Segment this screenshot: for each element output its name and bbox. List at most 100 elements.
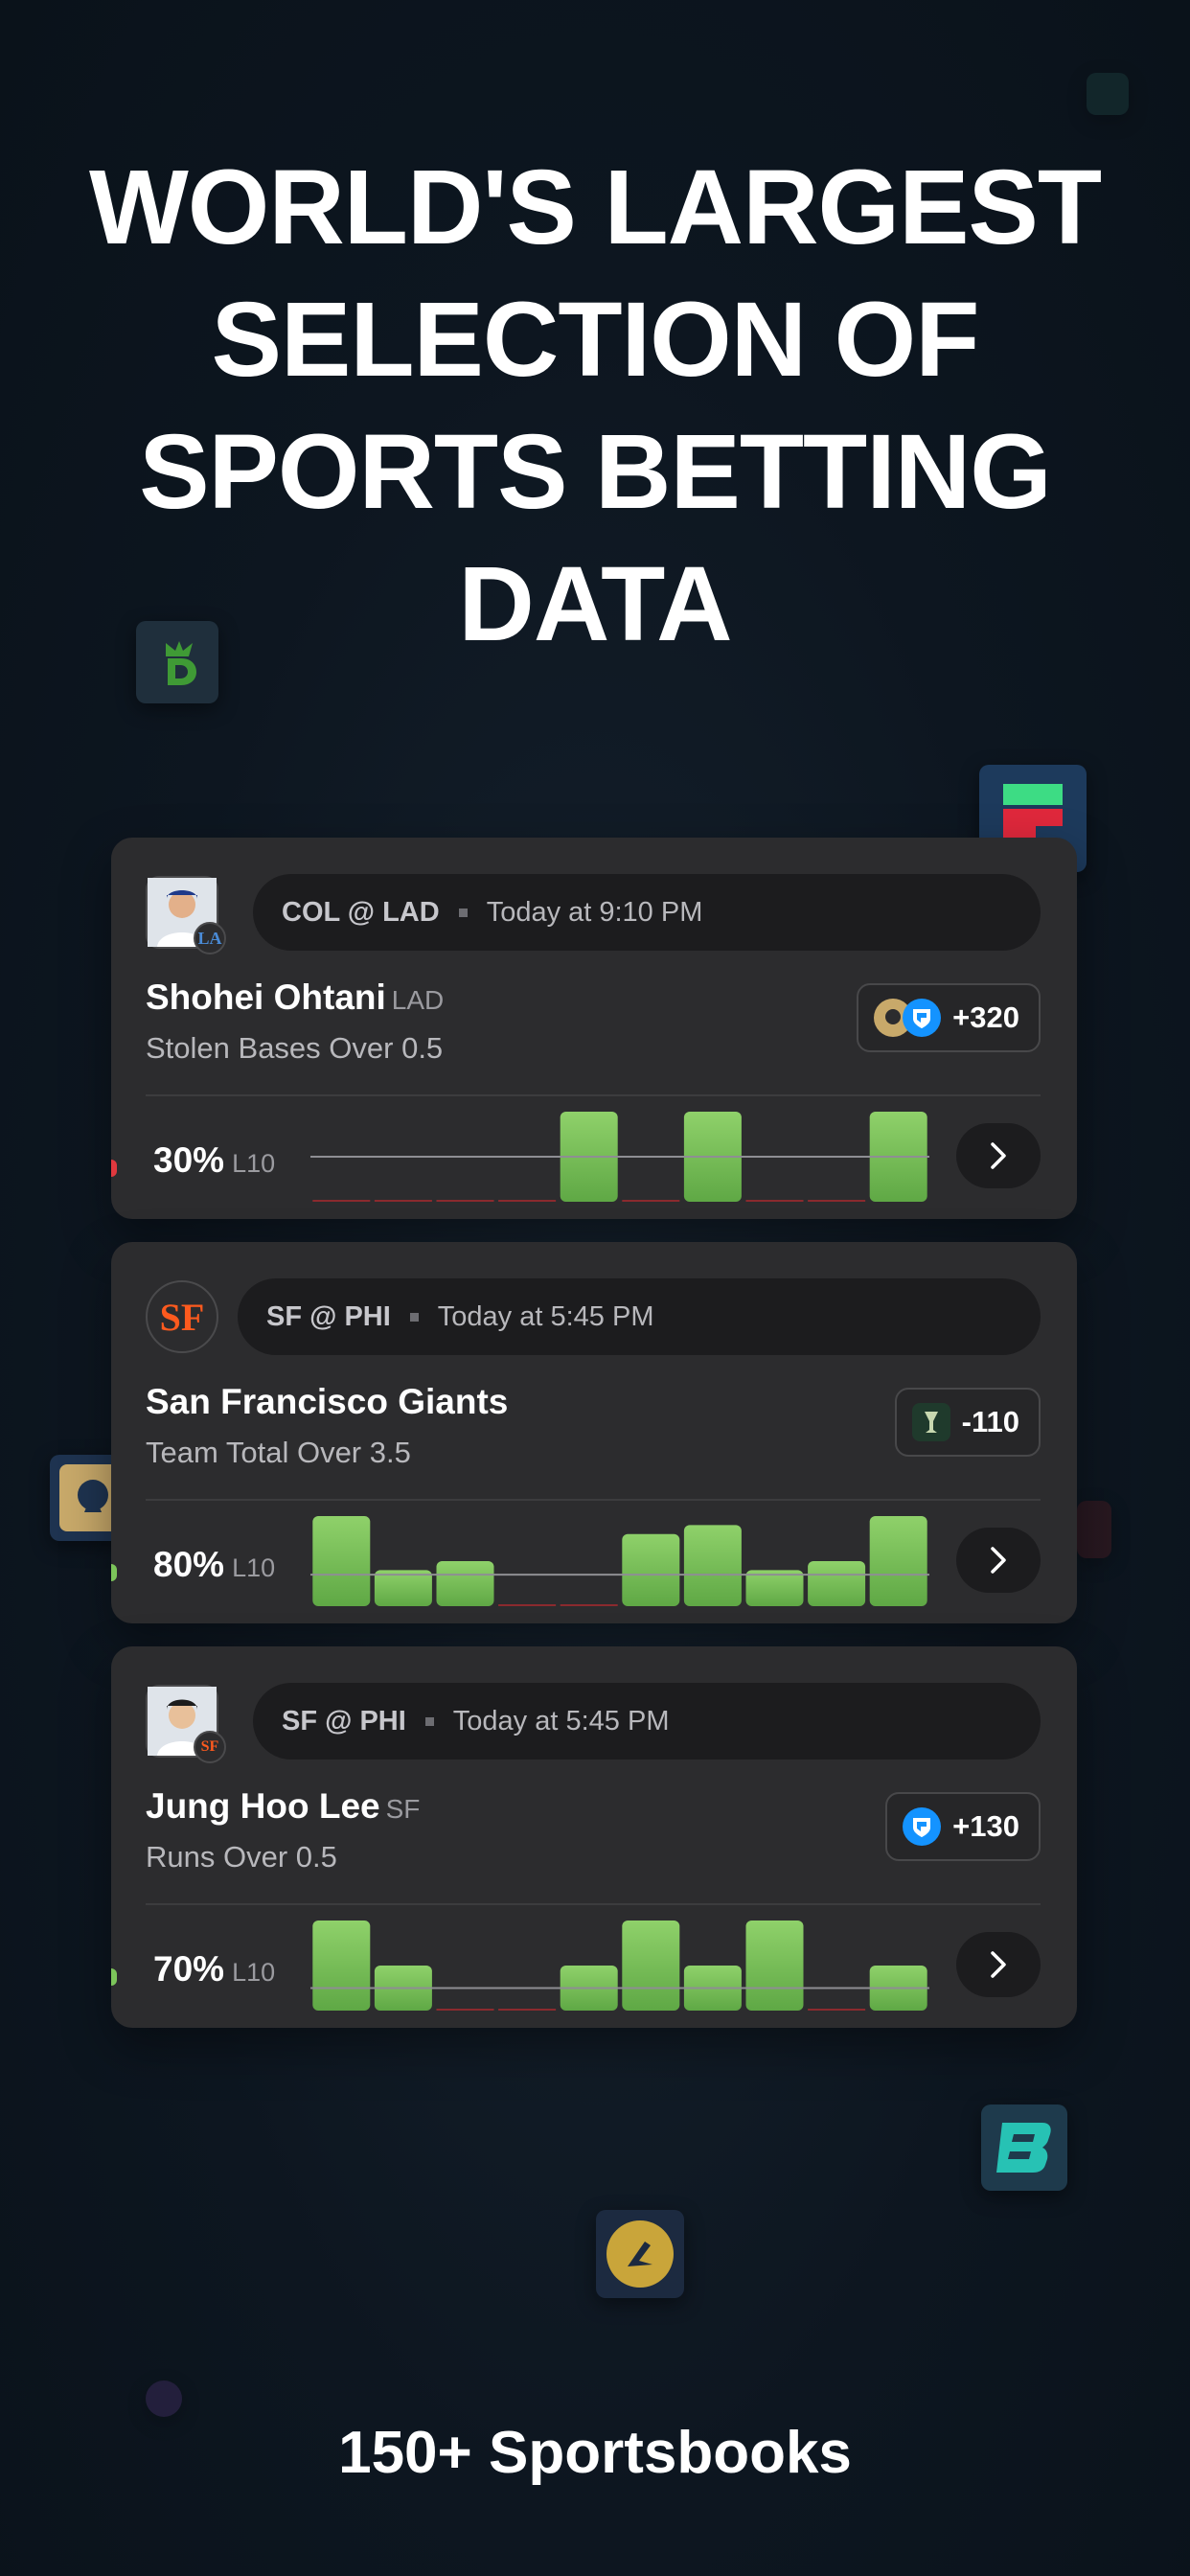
miss-marker bbox=[436, 1200, 494, 1202]
odds-value: +130 bbox=[952, 1809, 1019, 1843]
game-time: Today at 5:45 PM bbox=[437, 1300, 654, 1332]
teal-logo bbox=[1087, 73, 1129, 115]
hit-bar bbox=[312, 1516, 371, 1606]
market-label: Runs Over 0.5 bbox=[146, 1840, 337, 1874]
prop-card-lee[interactable]: SF SF @ PHI Today at 5:45 PM Jung Hoo Le… bbox=[111, 1646, 1077, 2028]
miss-marker bbox=[498, 1604, 557, 1606]
circa-icon bbox=[911, 1403, 950, 1441]
hit-bar bbox=[622, 1920, 680, 2011]
player-name: Shohei Ohtani LAD bbox=[146, 978, 444, 1018]
miss-marker bbox=[745, 1200, 804, 1202]
player-team: SF bbox=[385, 1794, 421, 1824]
headline-line-1: WORLD'S LARGEST bbox=[88, 149, 1102, 266]
sportsbook-count: 150+ Sportsbooks bbox=[338, 2420, 852, 2486]
hit-rate: 80% L10 bbox=[153, 1545, 275, 1585]
game-matchup: SF @ PHI bbox=[266, 1300, 391, 1332]
hit-bar bbox=[374, 1570, 432, 1606]
divider bbox=[146, 1903, 1041, 1905]
miss-marker bbox=[808, 1200, 866, 1202]
dodgers-logo-icon: LA bbox=[194, 922, 226, 954]
hit-bar bbox=[622, 1533, 680, 1606]
draftkings-logo bbox=[136, 621, 218, 703]
chevron-right-button[interactable] bbox=[956, 1528, 1041, 1593]
headline: WORLD'S LARGEST SELECTION OF SPORTS BETT… bbox=[57, 142, 1133, 671]
hit-rate-chart bbox=[310, 1920, 929, 2011]
game-pill: SF @ PHI Today at 5:45 PM bbox=[238, 1278, 1041, 1355]
miss-marker bbox=[498, 1200, 557, 1202]
miss-marker bbox=[498, 2009, 557, 2011]
miss-marker bbox=[312, 1200, 371, 1202]
hit-rate-window: L10 bbox=[232, 1149, 276, 1178]
hit-rate: 70% L10 bbox=[153, 1949, 275, 1990]
fanduel-icon bbox=[903, 1807, 942, 1846]
hit-rate-indicator bbox=[111, 1564, 117, 1581]
hit-rate-value: 70% bbox=[153, 1949, 225, 1989]
hit-rate-indicator bbox=[111, 1160, 117, 1177]
odds-button[interactable]: +320 bbox=[857, 983, 1041, 1052]
divider bbox=[146, 1499, 1041, 1501]
divider bbox=[146, 1094, 1041, 1096]
purple-logo bbox=[146, 2380, 182, 2417]
prop-card-giants[interactable]: SF SF @ PHI Today at 5:45 PM San Francis… bbox=[111, 1242, 1077, 1623]
game-matchup: SF @ PHI bbox=[282, 1705, 406, 1736]
hit-bar bbox=[683, 1525, 742, 1606]
betrivers-logo bbox=[596, 2210, 684, 2298]
game-time: Today at 5:45 PM bbox=[452, 1705, 670, 1736]
odds-value: -110 bbox=[961, 1405, 1019, 1438]
miss-marker bbox=[560, 1604, 618, 1606]
prop-card-ohtani[interactable]: LA COL @ LAD Today at 9:10 PM Shohei Oht… bbox=[111, 838, 1077, 1219]
hit-rate: 30% L10 bbox=[153, 1140, 275, 1181]
hit-bar bbox=[436, 1561, 494, 1606]
hit-rate-value: 80% bbox=[153, 1545, 225, 1584]
hit-bar bbox=[808, 1561, 866, 1606]
miss-marker bbox=[374, 1200, 432, 1202]
hit-bar bbox=[869, 1516, 927, 1606]
game-pill: SF @ PHI Today at 5:45 PM bbox=[253, 1683, 1041, 1760]
miss-marker bbox=[808, 2009, 866, 2011]
headline-line-3: SPORTS BETTING bbox=[139, 413, 1052, 531]
separator-dot bbox=[424, 1716, 434, 1726]
miss-marker bbox=[622, 1200, 680, 1202]
hit-rate-chart bbox=[310, 1516, 929, 1606]
market-label: Stolen Bases Over 0.5 bbox=[146, 1031, 444, 1065]
player-name: Jung Hoo Lee SF bbox=[146, 1786, 420, 1827]
chevron-right-button[interactable] bbox=[956, 1123, 1041, 1188]
bet365-logo bbox=[1077, 1501, 1111, 1558]
chevron-right-button[interactable] bbox=[956, 1932, 1041, 1997]
player-name-text: Jung Hoo Lee bbox=[146, 1786, 380, 1826]
chevron-right-icon bbox=[991, 1547, 1006, 1574]
headline-line-4: DATA bbox=[458, 545, 732, 663]
team-name-text: San Francisco Giants bbox=[146, 1382, 509, 1421]
hit-rate-window: L10 bbox=[232, 1553, 276, 1582]
miss-marker bbox=[436, 2009, 494, 2011]
odds-button[interactable]: +130 bbox=[885, 1792, 1041, 1861]
chevron-right-icon bbox=[991, 1951, 1006, 1978]
team-name: San Francisco Giants bbox=[146, 1382, 508, 1422]
odds-button[interactable]: -110 bbox=[894, 1388, 1041, 1457]
hit-rate-chart bbox=[310, 1112, 929, 1202]
market-label: Team Total Over 3.5 bbox=[146, 1436, 411, 1469]
separator-dot bbox=[458, 908, 468, 917]
chevron-right-icon bbox=[991, 1142, 1006, 1169]
hit-bar bbox=[745, 1570, 804, 1606]
player-team: LAD bbox=[391, 985, 445, 1015]
player-name-text: Shohei Ohtani bbox=[146, 978, 386, 1017]
giants-logo-icon: SF bbox=[194, 1731, 226, 1763]
separator-dot bbox=[409, 1312, 419, 1322]
hit-bar bbox=[312, 1920, 371, 2011]
game-matchup: COL @ LAD bbox=[282, 896, 440, 928]
game-pill: COL @ LAD Today at 9:10 PM bbox=[253, 874, 1041, 951]
hit-rate-value: 30% bbox=[153, 1140, 225, 1180]
player-avatar: LA bbox=[146, 876, 226, 954]
odds-value: +320 bbox=[952, 1000, 1019, 1034]
betr-logo bbox=[981, 2104, 1067, 2191]
giants-logo-icon: SF bbox=[159, 1295, 205, 1339]
team-avatar: SF bbox=[146, 1280, 218, 1353]
player-avatar: SF bbox=[146, 1685, 226, 1763]
game-time: Today at 9:10 PM bbox=[486, 896, 703, 928]
fanduel-icon bbox=[903, 999, 942, 1037]
hit-rate-window: L10 bbox=[232, 1958, 276, 1987]
hit-bar bbox=[745, 1920, 804, 2011]
headline-line-2: SELECTION OF bbox=[211, 281, 980, 399]
